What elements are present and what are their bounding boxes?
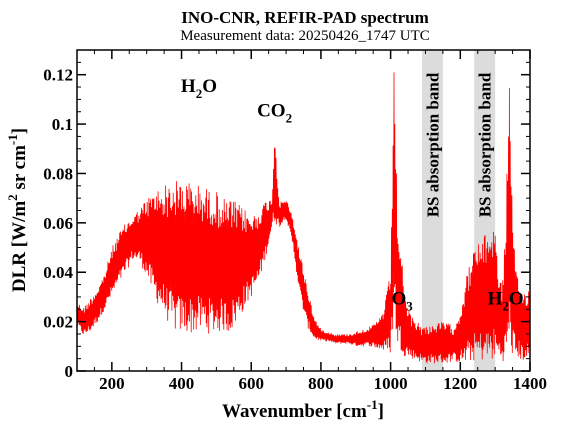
- x-tick-label: 400: [169, 374, 195, 393]
- x-tick-label: 200: [99, 374, 125, 393]
- spectrum-line-1: [77, 72, 530, 364]
- chart-title: INO-CNR, REFIR-PAD spectrum: [181, 8, 429, 27]
- y-tick-label: 0.04: [43, 263, 73, 282]
- annotations: H2O CO2 O3 H2O: [181, 76, 524, 313]
- y-tick-label: 0.1: [52, 115, 73, 134]
- band-label-1: BS absorption band: [423, 72, 442, 217]
- x-axis-title: Wavenumber [cm-1]: [222, 397, 384, 422]
- y-tick-label: 0: [65, 362, 74, 381]
- x-tick-label: 600: [238, 374, 264, 393]
- chart-subtitle: Measurement data: 20250426_1747 UTC: [180, 28, 430, 44]
- x-tick-label: 800: [308, 374, 334, 393]
- y-tick-label: 0.08: [43, 164, 73, 183]
- annotation-3: O3: [391, 288, 413, 313]
- y-tick-label: 0.12: [43, 66, 73, 85]
- band-label-2: BS absorption band: [476, 72, 495, 217]
- x-tick-label: 1400: [513, 374, 547, 393]
- annotation-1: H2O: [181, 76, 217, 101]
- y-tick-label: 0.02: [43, 313, 73, 332]
- y-axis-title: DLR [W/m2 sr cm-1]: [5, 128, 30, 292]
- y-tick-label: 0.06: [43, 214, 73, 233]
- absorption-band-1: [421, 50, 443, 371]
- x-tick-label: 1200: [443, 374, 477, 393]
- spectrum-series: [77, 72, 530, 364]
- annotation-2: CO2: [257, 101, 292, 126]
- annotation-4: H2O: [488, 288, 524, 313]
- axes: 200 400 600 800 1000 1200 1400 0 0.02 0.04 0.06 0.0…: [43, 50, 547, 393]
- x-tick-label: 1000: [374, 374, 408, 393]
